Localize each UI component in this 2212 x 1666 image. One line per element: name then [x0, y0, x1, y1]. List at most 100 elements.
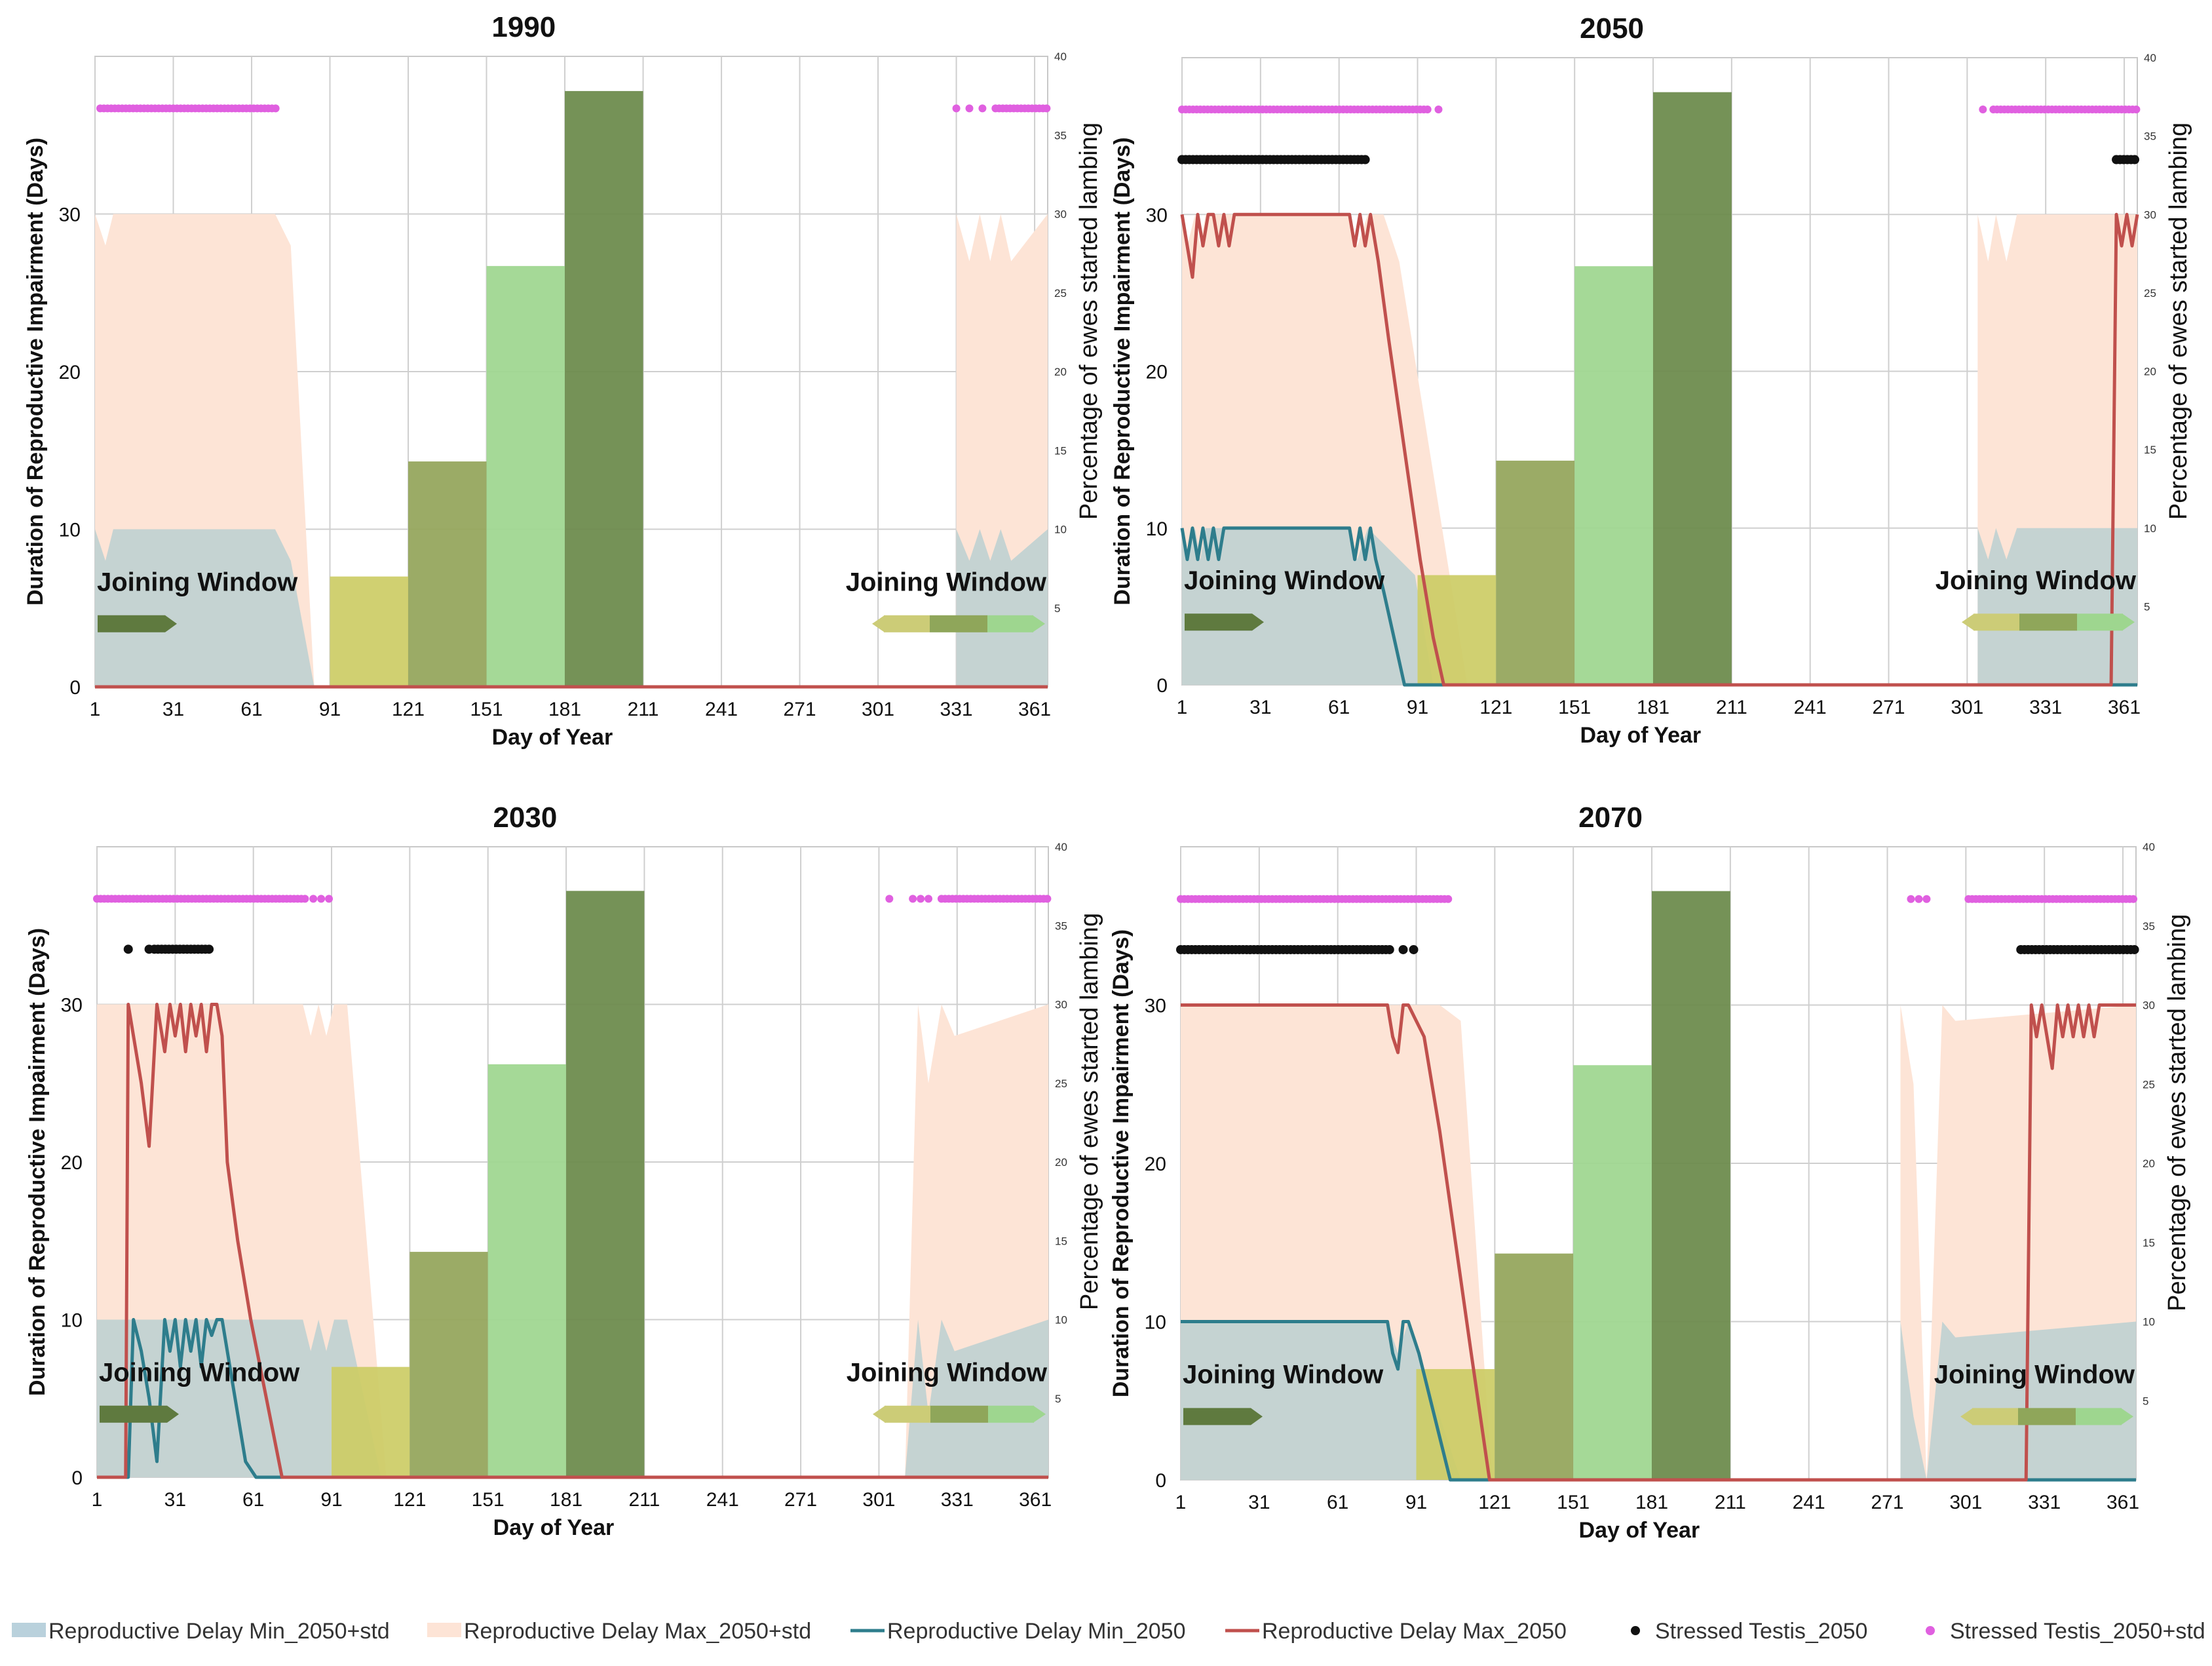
legend-swatch [427, 1623, 461, 1637]
max-delay-line [97, 1003, 1048, 1479]
x-axis-label: Day of Year [492, 725, 613, 750]
chart-panel-2030: Joining Window Joining Window 1 31 61 91 121 15… [25, 802, 1103, 1540]
y-tick-label: 0 [69, 677, 81, 699]
lambing-bar [1573, 1065, 1652, 1480]
stressed-std-marker [978, 104, 987, 113]
x-tick-label: 331 [2029, 697, 2062, 718]
x-tick-label: 331 [941, 1489, 974, 1511]
x-tick-label: 211 [1715, 1492, 1746, 1513]
y2-tick-label: 35 [1054, 129, 1067, 142]
joining-window-arrow-left [98, 615, 177, 632]
min-delay-line [1181, 1320, 2136, 1482]
legend: Reproductive Delay Min_2050+std Reproduct… [12, 1619, 2205, 1644]
y2-axis-label: Percentage of ewes started lambing [2165, 123, 2192, 520]
stressed-std-marker [1907, 895, 1915, 903]
y2-tick-label: 40 [2143, 841, 2155, 853]
stressed-std-marker [1979, 105, 1987, 113]
stressed-std-marker [1423, 105, 1432, 113]
y2-tick-label: 25 [1054, 287, 1067, 300]
y2-tick-label: 40 [2144, 52, 2156, 64]
y2-tick-label: 10 [2143, 1316, 2155, 1328]
x-tick-label: 1 [90, 699, 101, 720]
x-tick-label: 271 [1871, 1492, 1903, 1513]
stressed-std-marker [965, 104, 974, 113]
lambing-bar [410, 1252, 488, 1477]
y2-tick-label: 15 [1054, 444, 1067, 457]
y2-tick-label: 5 [1055, 1393, 1061, 1405]
y2-tick-label: 30 [1055, 999, 1067, 1011]
y2-tick-label: 30 [1054, 208, 1067, 221]
stressed-std-marker [1434, 105, 1443, 113]
joining-window-arrow-seg [1972, 1408, 2018, 1425]
joining-window-arrow-seg [2076, 1408, 2122, 1425]
y-tick-label: 0 [1155, 1470, 1166, 1492]
x-tick-label: 301 [862, 699, 894, 720]
y2-tick-label: 20 [2143, 1157, 2155, 1170]
x-tick-label: 361 [1018, 699, 1051, 720]
legend-label: Stressed Testis_2050+std [1950, 1619, 2205, 1644]
legend-label: Reproductive Delay Max_2050 [1262, 1619, 1567, 1644]
y2-tick-label: 35 [2144, 130, 2156, 143]
y-tick-label: 10 [1145, 1312, 1166, 1334]
x-tick-label: 361 [2108, 697, 2141, 718]
joining-window-arrow-seg [988, 1405, 1034, 1423]
min-std-area-tail [905, 1319, 1048, 1477]
lambing-bar [566, 891, 645, 1477]
x-tick-label: 31 [162, 699, 184, 720]
joining-window-arrowhead-right [1033, 615, 1045, 632]
lambing-bar [1574, 266, 1654, 685]
y-axis-label: Duration of Reproductive Impairment (Day… [23, 138, 48, 606]
stressed-std-marker [309, 895, 318, 903]
stressed-std-marker [952, 104, 961, 113]
y-tick-label: 30 [1146, 204, 1168, 226]
x-tick-label: 211 [628, 1489, 660, 1511]
joining-window-arrow-seg [930, 615, 987, 632]
stressed-std-marker [1043, 895, 1052, 903]
lambing-bar [1417, 575, 1497, 685]
min-delay-line [1180, 526, 2137, 687]
lambing-bar [1652, 891, 1730, 1480]
x-tick-label: 301 [1949, 1492, 1982, 1513]
joining-window-label-left: Joining Window [99, 1358, 300, 1387]
y-tick-label: 10 [1146, 518, 1168, 540]
x-tick-label: 91 [320, 1489, 342, 1511]
x-tick-label: 181 [548, 699, 581, 720]
joining-window-arrow-seg [2019, 613, 2077, 631]
joining-window-arrowhead-left [1962, 613, 1974, 631]
joining-window-arrowhead-left [873, 1405, 885, 1423]
y-tick-label: 0 [71, 1467, 83, 1489]
lambing-bar [486, 265, 565, 687]
joining-window-arrowhead-right [2122, 613, 2135, 631]
y2-tick-label: 20 [2144, 366, 2156, 378]
joining-window-label-right: Joining Window [847, 1358, 1048, 1387]
joining-window-arrow-seg [1974, 613, 2019, 631]
x-tick-label: 211 [628, 699, 659, 720]
x-tick-label: 361 [2107, 1492, 2139, 1513]
joining-window-arrow-left [1183, 1408, 1263, 1425]
y-tick-label: 30 [61, 995, 83, 1017]
legend-label: Reproductive Delay Min_2050+std [48, 1619, 390, 1644]
y2-tick-label: 35 [2143, 920, 2155, 933]
chart-title: 2050 [1580, 12, 1644, 45]
y2-tick-label: 25 [2144, 287, 2156, 300]
y2-tick-label: 25 [1055, 1077, 1067, 1090]
min-std-area-tail [1977, 528, 2137, 685]
stressed-std-marker [271, 104, 280, 113]
stressed-std-marker [917, 895, 925, 903]
stressed-std-marker [909, 895, 917, 903]
y-tick-label: 20 [1146, 362, 1168, 383]
x-tick-label: 241 [1794, 697, 1827, 718]
chart-title: 2070 [1578, 802, 1643, 834]
stressed-std-marker [885, 895, 894, 903]
x-tick-label: 31 [164, 1489, 186, 1511]
x-tick-label: 241 [1793, 1492, 1825, 1513]
joining-window-label-right: Joining Window [1934, 1361, 2135, 1389]
legend-label: Reproductive Delay Min_2050 [887, 1619, 1185, 1644]
joining-window-arrowhead-right [2121, 1408, 2133, 1425]
legend-swatch [1926, 1626, 1935, 1635]
stressed-marker [2129, 944, 2139, 954]
legend-label: Reproductive Delay Max_2050+std [464, 1619, 811, 1644]
lambing-bar [1653, 92, 1732, 685]
x-tick-label: 31 [1248, 1492, 1270, 1513]
